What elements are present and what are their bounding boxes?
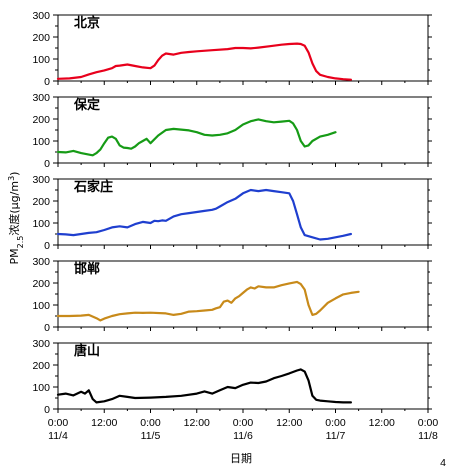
y-tick-label: 200 bbox=[32, 360, 50, 372]
panel-1: 0 100 200 300 北京 bbox=[32, 10, 432, 88]
x-tick-label: 0:00 bbox=[140, 417, 161, 429]
y-tick-label: 200 bbox=[32, 114, 50, 126]
y-tick-label: 200 bbox=[32, 196, 50, 208]
series-line-5 bbox=[56, 368, 352, 404]
panel-4: 0 100 200 300 邯郸 bbox=[32, 256, 432, 334]
x-tick-label: 12:00 bbox=[369, 417, 395, 429]
y-axis-title-sub: 2.5 bbox=[16, 236, 25, 249]
panel-title: 唐山 bbox=[74, 343, 100, 359]
y-axis-title-mid: 浓度(μg/m bbox=[7, 181, 21, 236]
panel-3: 0 100 200 300 石家庄 bbox=[32, 174, 432, 252]
panel-title: 邯郸 bbox=[74, 261, 100, 277]
y-tick-label: 300 bbox=[32, 174, 50, 186]
series-line-2 bbox=[56, 118, 337, 157]
x-tick-label: 0:00 bbox=[418, 417, 439, 429]
x-tick-label: 12:00 bbox=[184, 417, 210, 429]
x-tick-label: 12:00 bbox=[91, 417, 117, 429]
y-tick-label: 300 bbox=[32, 10, 50, 22]
y-tick-label: 0 bbox=[44, 158, 50, 170]
series-line-4 bbox=[56, 280, 360, 322]
y-tick-label: 0 bbox=[44, 322, 50, 334]
y-tick-label: 100 bbox=[32, 54, 50, 66]
y-tick-label: 300 bbox=[32, 338, 50, 350]
y-axis-title-main: PM bbox=[8, 248, 21, 264]
y-axis-title-end: ) bbox=[8, 172, 21, 176]
x-tick-date-label: 11/4 bbox=[48, 430, 68, 442]
panel-title: 石家庄 bbox=[73, 179, 113, 195]
y-tick-label: 0 bbox=[44, 404, 50, 416]
y-tick-label: 300 bbox=[32, 256, 50, 268]
corner-note: 4 bbox=[440, 457, 446, 469]
panel-title: 北京 bbox=[74, 15, 100, 31]
panel-title: 保定 bbox=[73, 97, 100, 113]
panel-5: 0 100 200 300 唐山 bbox=[32, 338, 432, 416]
x-tick-date-label: 11/6 bbox=[233, 430, 253, 442]
series-line-3 bbox=[56, 188, 352, 241]
y-tick-label: 200 bbox=[32, 278, 50, 290]
y-tick-label: 100 bbox=[32, 136, 50, 148]
panels-group: 0 100 200 300 北京 0 100 200 300 保定 0 100 200 300 石家庄 0 10… bbox=[32, 10, 432, 416]
x-tick-label: 12:00 bbox=[276, 417, 302, 429]
x-tick-date-label: 11/8 bbox=[418, 430, 438, 442]
y-axis-title: PM2.5浓度(μg/m3) bbox=[7, 172, 25, 265]
panel-frame bbox=[57, 178, 429, 246]
panel-2: 0 100 200 300 保定 bbox=[32, 92, 432, 170]
y-tick-label: 300 bbox=[32, 92, 50, 104]
x-tick-label: 0:00 bbox=[48, 417, 69, 429]
y-tick-label: 0 bbox=[44, 240, 50, 252]
x-tick-label: 0:00 bbox=[233, 417, 254, 429]
x-tick-date-label: 11/7 bbox=[326, 430, 346, 442]
y-tick-label: 100 bbox=[32, 300, 50, 312]
y-tick-label: 100 bbox=[32, 218, 50, 230]
x-tick-date-label: 11/5 bbox=[141, 430, 161, 442]
x-axis-title: 日期 bbox=[230, 452, 252, 465]
y-tick-label: 0 bbox=[44, 76, 50, 88]
series-line-1 bbox=[56, 42, 352, 81]
y-tick-label: 200 bbox=[32, 32, 50, 44]
panel-frame bbox=[57, 96, 429, 164]
y-tick-label: 100 bbox=[32, 382, 50, 394]
x-tick-label: 0:00 bbox=[325, 417, 346, 429]
y-axis-title-sup: 3 bbox=[7, 176, 16, 181]
